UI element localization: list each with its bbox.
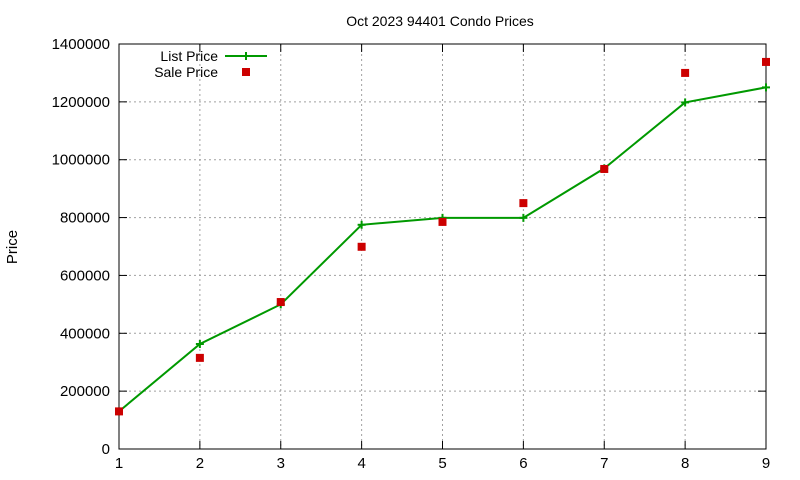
x-tick-label: 7 [600, 455, 608, 472]
y-tick-label: 1400000 [52, 36, 110, 53]
y-tick-label: 800000 [60, 210, 110, 227]
sale-price-marker [600, 164, 609, 173]
y-tick-label: 600000 [60, 267, 110, 284]
x-tick-label: 5 [438, 455, 446, 472]
x-tick-label: 9 [762, 455, 770, 472]
sale-price-marker [115, 407, 123, 416]
axis-ticks: 0 200000 400000 600000 800000 1000000 1200000 1… [52, 36, 771, 472]
sale-price-marker [762, 57, 770, 66]
y-axis-label: Price [4, 230, 21, 264]
sale-price-marker [438, 217, 447, 226]
legend-label: Sale Price [154, 64, 218, 80]
sale-price-marker [195, 353, 204, 362]
y-tick-label: 400000 [60, 325, 110, 342]
x-tick-label: 2 [196, 455, 204, 472]
grid-lines [119, 44, 766, 449]
y-tick-label: 1200000 [52, 94, 110, 111]
x-tick-label: 3 [277, 455, 285, 472]
sale-price-marker [519, 199, 528, 208]
plot-frame [118, 43, 767, 450]
y-tick-label: 1000000 [52, 152, 110, 169]
x-tick-label: 8 [681, 455, 689, 472]
x-tick-label: 1 [115, 455, 123, 472]
sale-price-marker [357, 242, 366, 251]
x-tick-label: 6 [519, 455, 527, 472]
chart-title: Oct 2023 94401 Condo Prices [346, 13, 534, 29]
sale-price-marker [681, 68, 690, 77]
legend-label: List Price [160, 48, 218, 64]
x-tick-label: 4 [357, 455, 365, 472]
y-tick-label: 0 [102, 441, 110, 458]
data-series [115, 57, 770, 416]
sale-price-marker [276, 298, 285, 307]
y-tick-label: 200000 [60, 383, 110, 400]
